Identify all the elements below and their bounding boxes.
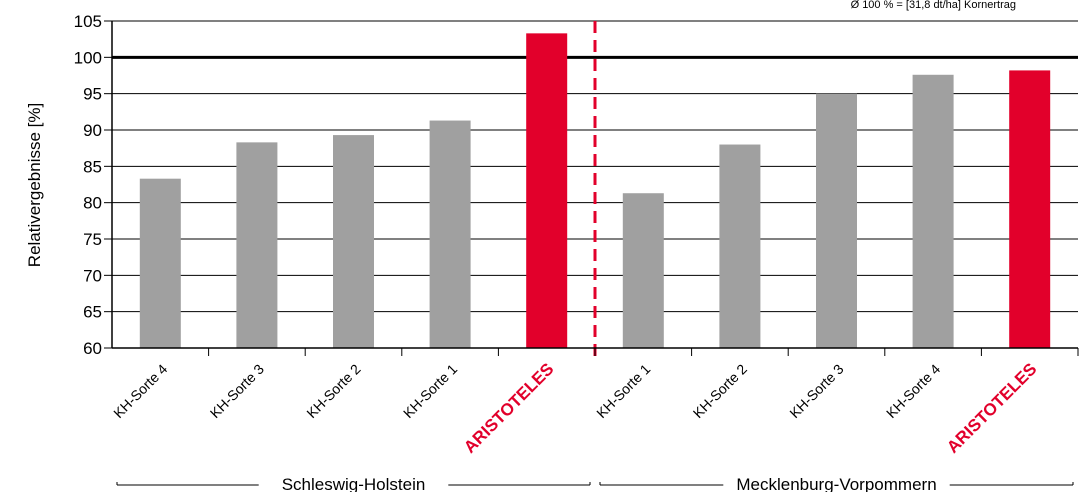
- x-tick-label: ARISTOTELES: [943, 359, 1040, 456]
- group-labels: Schleswig-Holstein Mecklenburg-Vorpommern: [116, 475, 1074, 492]
- x-tick-label: ARISTOTELES: [460, 359, 557, 456]
- bar: [912, 74, 954, 349]
- chart-note: Ø 100 % = [31,8 dt/ha] Kornertrag: [851, 0, 1016, 11]
- y-tick-label: 105: [74, 12, 102, 31]
- y-tick-labels: 60 65 70 75 80 85 90 95 100 105: [74, 12, 112, 358]
- group-label: Mecklenburg-Vorpommern: [736, 475, 936, 492]
- group-label: Schleswig-Holstein: [282, 475, 426, 492]
- y-tick-label: 95: [83, 85, 102, 104]
- x-tick-label: KH-Sorte 3: [786, 361, 846, 421]
- bar: [333, 135, 374, 348]
- bar: [622, 193, 664, 348]
- bar: [1009, 70, 1051, 348]
- x-tick-label: KH-Sorte 4: [883, 361, 943, 421]
- bars: [139, 33, 1051, 349]
- y-tick-label: 85: [83, 157, 102, 176]
- y-tick-label: 70: [83, 266, 102, 285]
- y-axis-label: Relativergebnisse [%]: [25, 103, 44, 267]
- y-tick-label: 100: [74, 48, 102, 67]
- y-tick-label: 80: [83, 194, 102, 213]
- x-tick-label: KH-Sorte 1: [400, 361, 460, 421]
- bar: [526, 33, 568, 348]
- y-tick-label: 60: [83, 339, 102, 358]
- y-tick-label: 90: [83, 121, 102, 140]
- bar: [429, 120, 471, 348]
- x-tick-label: KH-Sorte 4: [110, 361, 170, 421]
- bar: [719, 144, 761, 348]
- bar: [816, 93, 857, 349]
- x-tick-label: KH-Sorte 2: [690, 361, 750, 421]
- y-tick-label: 75: [83, 230, 102, 249]
- bar: [139, 178, 181, 348]
- x-tick-label: KH-Sorte 1: [593, 361, 653, 421]
- x-tick-label: KH-Sorte 2: [303, 361, 363, 421]
- y-tick-label: 65: [83, 303, 102, 322]
- x-tick-label: KH-Sorte 3: [207, 361, 267, 421]
- x-tick-labels: KH-Sorte 4 KH-Sorte 3 KH-Sorte 2 KH-Sorte 1…: [110, 348, 1079, 457]
- bar: [236, 142, 278, 348]
